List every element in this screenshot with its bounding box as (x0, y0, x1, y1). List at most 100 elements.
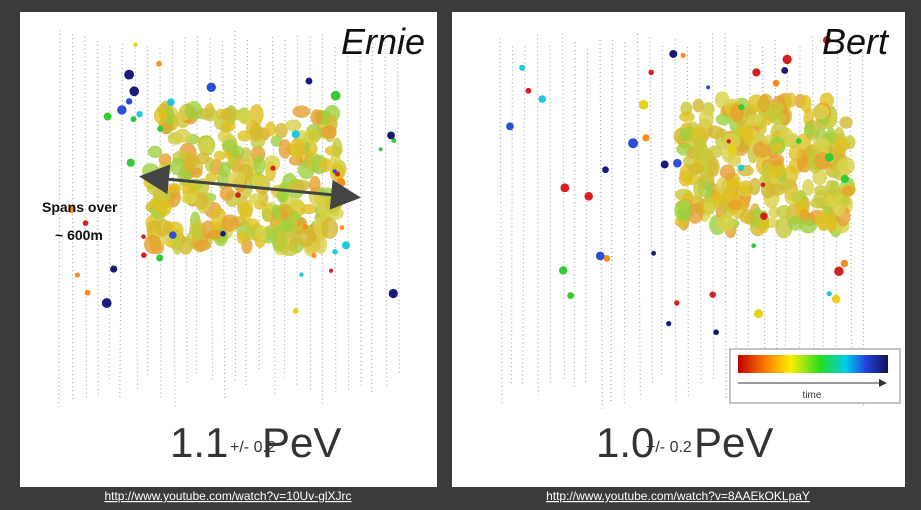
hit (757, 98, 769, 111)
hit (230, 145, 244, 159)
hit (85, 290, 91, 296)
uncertainty: +/- 0.2 (646, 439, 692, 456)
video-link[interactable]: http://www.youtube.com/watch?v=8AAEkOKLp… (546, 489, 810, 503)
video-link[interactable]: http://www.youtube.com/watch?v=10Uv-glXJ… (104, 489, 351, 503)
hit (707, 126, 723, 139)
hit (727, 139, 731, 143)
hit (293, 180, 310, 192)
hit (336, 178, 345, 187)
hit (249, 193, 264, 204)
hit (749, 178, 760, 195)
hit (834, 267, 844, 277)
hit (196, 152, 209, 164)
hit (776, 205, 791, 218)
hit (661, 161, 669, 169)
hit (199, 137, 214, 154)
hit (810, 198, 828, 209)
hit (781, 179, 792, 190)
hit (184, 152, 195, 172)
hit (126, 98, 132, 104)
hit (703, 202, 714, 214)
hit (289, 138, 305, 159)
hit (124, 70, 134, 80)
hit (560, 183, 569, 192)
hit (238, 109, 252, 124)
hit (784, 93, 796, 108)
hit (280, 244, 298, 256)
hit (299, 272, 303, 276)
hit (825, 153, 834, 162)
hit (193, 240, 211, 251)
hit (203, 107, 217, 121)
hit (770, 154, 785, 167)
hit (827, 291, 832, 296)
hit (707, 146, 722, 159)
hit (673, 159, 682, 168)
hit (157, 126, 163, 132)
hit (332, 138, 342, 158)
hit (666, 321, 671, 326)
hit (519, 65, 525, 71)
hit (841, 260, 848, 267)
hit (651, 251, 656, 256)
hit (832, 295, 841, 304)
hit (83, 220, 89, 226)
hit (192, 219, 203, 241)
hit (812, 104, 829, 119)
hit (104, 113, 112, 121)
hit (827, 215, 837, 234)
hit (738, 104, 744, 110)
hit (642, 134, 649, 141)
hit (674, 300, 679, 305)
hit (699, 109, 714, 129)
hit (302, 224, 308, 230)
hit (311, 109, 323, 125)
hit (256, 225, 267, 241)
annotation: ~ 600m (55, 227, 103, 243)
hit (743, 126, 753, 146)
hit (648, 70, 654, 76)
colorbar (738, 355, 888, 373)
hit (804, 122, 815, 137)
hit (333, 169, 337, 173)
hit (102, 298, 112, 308)
hit (156, 61, 162, 67)
hit (251, 175, 268, 187)
hit (708, 158, 720, 177)
hit (206, 230, 222, 240)
hit (220, 185, 234, 201)
hit (814, 185, 827, 195)
hit (800, 95, 811, 113)
hit (738, 164, 744, 170)
panel-title: Bert (822, 21, 890, 62)
hit (250, 123, 263, 141)
hit (506, 123, 514, 131)
hit (239, 202, 252, 222)
hit (752, 68, 760, 76)
panel (20, 12, 437, 487)
hit (167, 98, 175, 106)
hit (781, 67, 788, 74)
hit (331, 91, 341, 101)
hit (813, 137, 830, 149)
hit (270, 166, 275, 171)
hit (669, 50, 677, 58)
hit (602, 166, 609, 173)
hit (141, 252, 147, 258)
hit (144, 235, 161, 254)
hit (321, 218, 338, 239)
hit (791, 192, 804, 203)
hit (789, 146, 801, 161)
hit (133, 43, 137, 47)
hit (639, 100, 649, 110)
hit (75, 272, 80, 277)
hit (222, 121, 235, 132)
hit (681, 53, 686, 58)
hit (298, 228, 315, 247)
hit (207, 83, 216, 92)
hit (155, 219, 170, 236)
hit (559, 266, 567, 274)
hit (320, 158, 332, 172)
hit (169, 231, 177, 239)
hit (136, 111, 142, 117)
